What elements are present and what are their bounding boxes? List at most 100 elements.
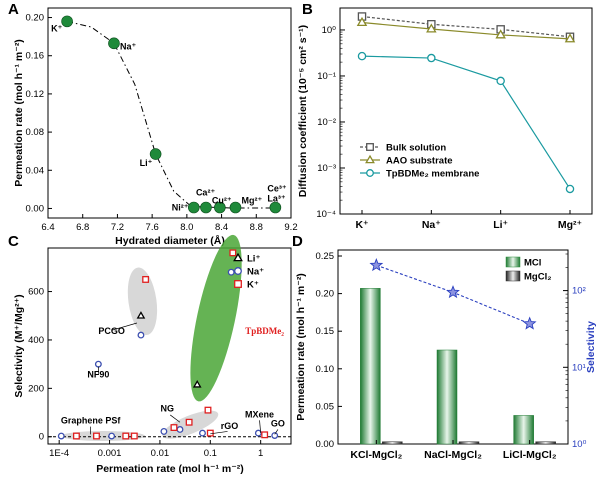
leader-line [274, 429, 279, 435]
data-point [108, 37, 120, 50]
y-tick-label: 0 [39, 432, 44, 443]
series-marker [426, 23, 437, 33]
y2-tick-label: 10⁰ [572, 439, 587, 450]
x-tick-label: 1E-4 [49, 448, 69, 459]
x-tick-label: 1 [258, 448, 263, 459]
point-label: Cu²⁺ [212, 196, 232, 206]
panel-b-series [356, 12, 576, 194]
x-tick-label: 8.0 [180, 222, 193, 233]
annotation-label: Graphene PSf [61, 415, 122, 425]
panel-b-ylabel: Diffusion coefficient (10⁻⁵ cm² s⁻¹) [297, 25, 309, 197]
data-point [136, 311, 146, 319]
series-marker [356, 16, 368, 27]
point-label: Li⁺ [140, 158, 153, 168]
selectivity-star [446, 285, 460, 299]
y-tick-label: 0.20 [26, 13, 45, 24]
y-tick-label: 10⁻³ [317, 163, 336, 174]
x-tick-label: 0.1 [204, 448, 217, 459]
point-label: Na⁺ [120, 41, 137, 51]
y-tick-label: 10⁰ [322, 25, 337, 36]
panel-c-xlabel: Permeation rate (mol h⁻¹ m⁻²) [96, 463, 244, 475]
y-tick-label: 0.10 [316, 364, 335, 375]
x-tick-label: 8.8 [250, 222, 263, 233]
bar-mgcl2 [458, 441, 480, 445]
y-tick-label: 0.12 [26, 89, 45, 100]
series-marker [496, 76, 505, 86]
data-point [93, 432, 100, 440]
y-tick-label: 400 [28, 335, 44, 346]
x-tick-label: 7.6 [146, 222, 159, 233]
legend-marker [365, 154, 375, 164]
bar-mcl [360, 288, 381, 445]
legend-marker [366, 169, 374, 177]
x-tick-label: 0.001 [98, 448, 122, 459]
panel-b-frame [339, 7, 593, 215]
x-tick-label: Mg²⁺ [558, 219, 582, 231]
data-point [94, 360, 102, 368]
series-line [361, 55, 571, 190]
point-label: La³⁺ [267, 194, 286, 204]
data-point [160, 427, 168, 435]
leader-line [169, 414, 181, 423]
legend-label: Bulk solution [386, 143, 446, 154]
panel-c-axis-ticks: 1E-4 0.001 0.01 0.1 1 0 200 400 600 [28, 287, 263, 459]
legend-marker [234, 280, 242, 288]
y-tick-label: 0.08 [26, 127, 45, 138]
panel-d-axis-ticks: 0.00 0.05 0.10 0.15 0.20 0.25 10⁰ 10¹ 10² [316, 251, 587, 450]
panel-a-label: A [8, 1, 19, 18]
bar-mcl [436, 349, 458, 445]
data-point [229, 249, 237, 257]
legend-label: TpBDMe₂ membrane [386, 169, 479, 180]
selectivity-star [369, 258, 384, 272]
panel-b-legend: Bulk solution AAO substrate TpBDMe₂ membra… [360, 143, 479, 180]
data-point [122, 432, 130, 440]
panel-d: D 0.00 0.05 0.10 0.15 0.20 0.25 10⁰ 10¹ 10² KCl-… [292, 233, 597, 461]
point-label: Ce³⁺ [267, 184, 287, 194]
legend-label: Na⁺ [247, 267, 264, 278]
x-tick-label: Na⁺ [422, 219, 441, 231]
y-tick-label: 0.00 [316, 439, 335, 450]
y-tick-label: 200 [28, 383, 44, 394]
data-point [214, 201, 226, 214]
panel-b: B 10⁻⁴ 10⁻³ 10⁻² 10⁻¹ 10⁰ K⁺ Na⁺ Li⁺ Mg²⁺ Diffus… [297, 1, 593, 231]
panel-c-highlight-regions [61, 234, 242, 442]
data-point [206, 429, 214, 437]
x-category-label: KCl-MgCl₂ [350, 449, 402, 461]
data-point [142, 276, 150, 283]
panel-a: A 6.4 6.8 7.2 7.6 8.0 8.4 8.8 9.2 0.00 0.04 0.08 0.… [8, 1, 298, 247]
panel-d-selectivity-line [369, 258, 537, 330]
data-point [185, 418, 193, 426]
leader-line [259, 420, 262, 434]
point-label: Ca²⁺ [196, 188, 216, 198]
bar-mgcl2 [382, 441, 403, 445]
legend-label: K⁺ [247, 280, 259, 291]
y-tick-label: 0.25 [316, 251, 335, 262]
data-point [204, 406, 212, 414]
y-tick-label: 0.04 [26, 165, 45, 176]
x-tick-label: 6.4 [41, 222, 54, 233]
y-tick-label: 10⁻¹ [317, 71, 336, 82]
y-tick-label: 0.15 [316, 326, 335, 337]
point-label: Mg²⁺ [241, 196, 262, 206]
data-point [199, 429, 206, 437]
x-tick-label: 7.2 [111, 222, 124, 233]
data-point [192, 380, 202, 388]
x-category-label: NaCl-MgCl₂ [424, 449, 482, 461]
x-tick-label: 9.2 [284, 222, 297, 233]
x-category-label: LiCl-MgCl₂ [503, 449, 557, 461]
bar-mcl [513, 415, 534, 445]
annotation-label: NF90 [87, 369, 109, 379]
legend-marker [234, 267, 242, 275]
panel-c-frame [47, 247, 292, 445]
panel-c-ylabel: Selectivity (M⁺/Mg²⁺) [13, 294, 25, 397]
panel-c-legend: Li⁺ Na⁺ K⁺ [233, 252, 264, 291]
panel-a-xlabel: Hydrated diameter (Å) [115, 234, 225, 247]
panel-d-label: D [292, 233, 303, 250]
y-tick-label: 0.16 [26, 51, 45, 62]
selectivity-star [522, 316, 537, 330]
data-point [261, 431, 269, 439]
data-point [108, 432, 116, 440]
panel-c-label: C [8, 233, 19, 250]
annotation-label: NG [161, 403, 175, 413]
